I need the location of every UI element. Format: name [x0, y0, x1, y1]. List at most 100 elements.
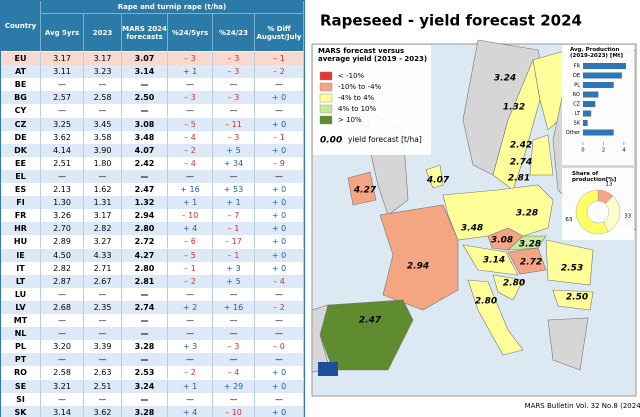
cell-value: — [213, 353, 255, 367]
cell-value: 3.07 [122, 52, 168, 66]
map-value: 2.80 [503, 279, 525, 289]
cell-value: — [213, 327, 255, 341]
cell-value: – 3 [213, 52, 255, 66]
map-value: 3.48 [461, 224, 483, 234]
cell-value: – 4 [168, 130, 213, 144]
cell-value: — [255, 327, 304, 341]
cell-value: 3.62 [84, 405, 122, 417]
bar [583, 129, 614, 136]
cell-value: — [213, 392, 255, 406]
x-tick-label: 0 [581, 148, 584, 154]
cell-value: + 0 [255, 209, 304, 223]
cell-value: – 3 [213, 65, 255, 79]
column-header: MARS 2024 forecasts [122, 14, 168, 51]
legend-label: > 10% [338, 116, 362, 124]
cell-value: — [84, 314, 122, 328]
footer: MARS Bulletin Vol. 32 No.8 (2024) [525, 402, 640, 410]
cell-value: — [122, 169, 168, 183]
cell-value: + 1 [168, 196, 213, 210]
cell-value: 2.72 [122, 235, 168, 249]
cell-value: 3.14 [122, 65, 168, 79]
cell-value: 1.30 [41, 196, 84, 210]
column-header: 2023 [84, 14, 122, 51]
map-value: 1.32 [503, 103, 525, 113]
cell-value: – 3 [213, 91, 255, 105]
legend-label: -4% to 4% [338, 94, 375, 102]
country: ES [1, 183, 41, 197]
bar-category: PL [574, 83, 580, 89]
cell-value: — [255, 78, 304, 92]
cell-value: — [255, 287, 304, 301]
cell-value: + 3 [168, 340, 213, 354]
legend-sample-caption: yield forecast [t/ha] [348, 135, 422, 144]
cell-value: — [41, 392, 84, 406]
cell-value: 3.20 [41, 340, 84, 354]
map-title: Rapeseed - yield forecast 2024 [320, 12, 582, 30]
bar-title: Avg. Production (2019-2023) [Mt] [570, 47, 623, 59]
cell-value: — [41, 169, 84, 183]
x-tick-label: 2 [602, 148, 605, 154]
cell-value: 2.82 [84, 222, 122, 236]
cell-value: – 17 [213, 235, 255, 249]
cell-value: — [122, 327, 168, 341]
cell-value: + 0 [255, 183, 304, 197]
cell-value: — [213, 287, 255, 301]
cell-value: 4.50 [41, 248, 84, 262]
cell-value: + 0 [255, 261, 304, 275]
cell-value: — [122, 104, 168, 118]
map-value: 4.07 [426, 176, 450, 186]
yield-table: Rape and turnip rape (t/ha) Country Avg 5y… [0, 0, 305, 417]
cell-value: 2.74 [122, 300, 168, 314]
cell-value: – 10 [213, 405, 255, 417]
cell-value: — [168, 392, 213, 406]
country: SK [1, 405, 41, 417]
cell-value: 4.14 [41, 143, 84, 157]
bar [583, 120, 588, 126]
cell-value: 3.17 [41, 52, 84, 66]
country: EL [1, 169, 41, 183]
cell-value: – 1 [255, 52, 304, 66]
country: LV [1, 300, 41, 314]
cell-value: – 2 [255, 65, 304, 79]
pie-label: 13 [605, 182, 612, 188]
map-value: 2.42 [510, 141, 532, 151]
cell-value: — [255, 314, 304, 328]
bar-category: RO [573, 92, 580, 98]
cell-value: + 4 [168, 405, 213, 417]
cell-value: – 4 [255, 274, 304, 288]
cell-value: 2.47 [122, 183, 168, 197]
cell-value: – 1 [213, 222, 255, 236]
cell-value: — [168, 327, 213, 341]
cell-value: 2.71 [84, 261, 122, 275]
cell-value: 2.89 [41, 235, 84, 249]
cell-value: — [84, 353, 122, 367]
cell-value: — [84, 327, 122, 341]
map-value: 4.27 [353, 186, 377, 196]
cell-value: 3.45 [84, 117, 122, 131]
cell-value: + 16 [213, 300, 255, 314]
country: FI [1, 196, 41, 210]
cell-value: — [213, 314, 255, 328]
map-value: 3.24 [494, 74, 516, 84]
map-value: 3.08 [491, 236, 513, 246]
bar-category: DE [573, 73, 580, 79]
country: DE [1, 130, 41, 144]
cell-value: 3.14 [41, 405, 84, 417]
country: AT [1, 65, 41, 79]
cell-value: + 3 [213, 261, 255, 275]
cell-value: — [41, 104, 84, 118]
legend-swatch [319, 93, 333, 103]
cell-value: 3.39 [84, 340, 122, 354]
cell-value: + 0 [255, 222, 304, 236]
cell-value: 3.24 [122, 379, 168, 393]
cell-value: – 10 [168, 209, 213, 223]
cell-value: 2.35 [84, 300, 122, 314]
cell-value: + 1 [213, 196, 255, 210]
country: SE [1, 379, 41, 393]
cell-value: — [213, 78, 255, 92]
cell-value: + 0 [255, 196, 304, 210]
legend-swatch [319, 71, 333, 81]
country: FR [1, 209, 41, 223]
pie-label: 33 [624, 213, 631, 219]
